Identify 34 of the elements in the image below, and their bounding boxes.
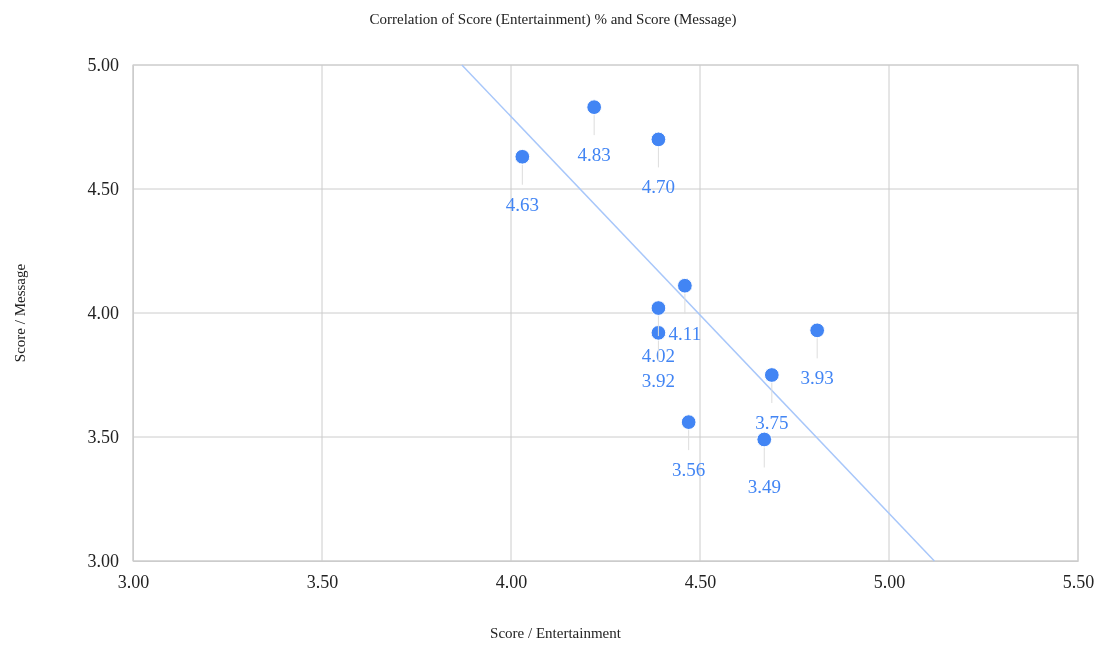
point	[680, 414, 697, 430]
x-axis-title: Score / Entertainment	[490, 625, 622, 641]
point	[650, 325, 667, 341]
data-label: 4.70	[641, 176, 676, 198]
data-label: 3.49	[747, 476, 781, 498]
point	[650, 300, 667, 316]
y-axis-title: Score / Message	[12, 263, 28, 363]
y-tick-label: 5.00	[87, 55, 119, 76]
data-label: 4.83	[577, 144, 611, 166]
data-label: 3.56	[672, 459, 706, 481]
x-tick-label: 3.00	[117, 571, 150, 592]
data-label: 3.75	[755, 412, 789, 433]
y-tick-label: 4.00	[87, 303, 119, 324]
data-label: 3.92	[641, 369, 676, 391]
data-label: 4.63	[505, 193, 539, 215]
point	[586, 99, 603, 115]
point	[763, 367, 780, 383]
x-tick-label: 5.50	[1062, 571, 1095, 592]
point	[514, 148, 531, 165]
point	[650, 131, 667, 148]
x-tick-label: 3.50	[306, 571, 339, 592]
point	[677, 277, 693, 294]
y-tick-label: 3.50	[87, 427, 119, 448]
y-tick-label: 4.50	[87, 179, 119, 200]
chart-title: Correlation of Score (Entertainment) % and Score (Message)	[369, 11, 737, 28]
point	[756, 431, 773, 448]
data-label: 3.93	[800, 367, 834, 389]
data-label: 4.02	[641, 345, 676, 367]
x-tick-label: 4.00	[495, 571, 528, 592]
point	[809, 322, 826, 339]
x-tick-label: 5.00	[873, 571, 906, 592]
y-tick-label: 3.00	[87, 551, 119, 572]
x-tick-label: 4.50	[684, 571, 717, 592]
data-label: 4.11	[668, 322, 702, 344]
